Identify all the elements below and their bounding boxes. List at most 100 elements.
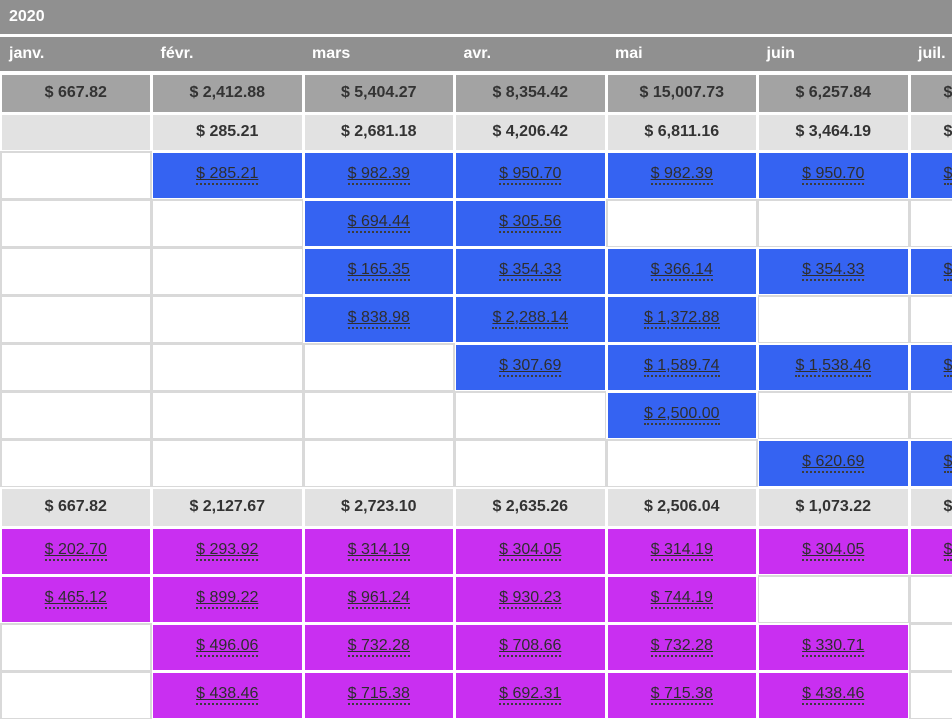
budget-amount-link[interactable]: $ 930.23 [499,589,561,609]
budget-amount-link[interactable]: $ 304.05 [802,541,864,561]
budget-amount-link[interactable]: $ 838.98 [348,309,410,329]
cell-fill [911,625,952,670]
empty-cell [0,343,152,391]
amount-cell: $ 465.12 [0,575,152,623]
budget-amount-link[interactable]: $ 285.21 [196,165,258,185]
cell-fill: $ [911,249,952,294]
budget-amount-link[interactable]: $ [944,453,952,473]
empty-cell [909,623,952,671]
cell-fill: $ 4,206.42 [456,115,605,150]
budget-amount-link[interactable]: $ 165.35 [348,261,410,281]
budget-amount-link[interactable]: $ 330.71 [802,637,864,657]
cell-fill [911,393,952,438]
cell-fill: $ 2,127.67 [153,489,302,526]
budget-amount-link[interactable]: $ 950.70 [499,165,561,185]
magenta-value-row: $ 438.46 $ 715.38 $ 692.31 $ 715.38 $ 438.46 [0,671,952,719]
budget-amount-link[interactable]: $ 1,538.46 [795,357,871,377]
amount-cell: $ 1,372.88 [606,295,758,343]
cell-fill: $ 2,635.26 [456,489,605,526]
amount-cell: $ [909,73,952,113]
amount-cell: $ 438.46 [758,671,910,719]
budget-amount-link[interactable]: $ 982.39 [348,165,410,185]
amount-cell: $ [909,439,952,487]
month-header-juin: juin [758,37,910,71]
budget-amount-link[interactable]: $ 2,288.14 [492,309,568,329]
amount-cell: $ 3,464.19 [758,113,910,151]
amount-cell: $ 15,007.73 [606,73,758,113]
budget-amount-link[interactable]: $ 715.38 [651,685,713,705]
budget-amount-link[interactable]: $ 950.70 [802,165,864,185]
amount-cell: $ 354.33 [758,247,910,295]
budget-amount-link[interactable]: $ 1,589.74 [644,357,720,377]
budget-amount-link[interactable]: $ 732.28 [651,637,713,657]
budget-amount-link[interactable]: $ [944,261,952,281]
budget-amount-link[interactable]: $ [944,541,952,561]
budget-amount-link[interactable]: $ 314.19 [651,541,713,561]
budget-amount-link[interactable]: $ 744.19 [651,589,713,609]
budget-amount-link[interactable]: $ 304.05 [499,541,561,561]
blue-value-row: $ 838.98 $ 2,288.14 $ 1,372.88 [0,295,952,343]
magenta-value-row: $ 465.12 $ 899.22 $ 961.24 $ 930.23 $ 744.19 [0,575,952,623]
cell-fill: $ 8,354.42 [456,75,605,112]
amount-cell: $ 304.05 [758,527,910,575]
budget-amount-link[interactable]: $ 732.28 [348,637,410,657]
amount-cell: $ 293.92 [152,527,304,575]
amount-cell: $ 6,257.84 [758,73,910,113]
budget-amount-link[interactable]: $ 496.06 [196,637,258,657]
month-header-mars: mars [303,37,455,71]
budget-amount-link[interactable]: $ 438.46 [802,685,864,705]
month-header-mai: mai [606,37,758,71]
cell-fill [759,577,908,622]
amount-cell: $ 5,404.27 [303,73,455,113]
cell-fill: $ [911,489,952,526]
budget-amount-link[interactable]: $ 708.66 [499,637,561,657]
summary-row-light: $ 285.21$ 2,681.18$ 4,206.42$ 6,811.16$ … [0,113,952,151]
budget-amount-link[interactable]: $ 961.24 [348,589,410,609]
total-amount: $ 6,257.84 [795,84,871,102]
budget-amount-link[interactable]: $ [944,357,952,377]
budget-amount-link[interactable]: $ 2,500.00 [644,405,720,425]
cell-fill [153,345,302,390]
budget-amount-link[interactable]: $ 620.69 [802,453,864,473]
cell-fill: $ 314.19 [608,529,757,574]
budget-amount-link[interactable]: $ 899.22 [196,589,258,609]
budget-amount-link[interactable]: $ 307.69 [499,357,561,377]
empty-cell [152,295,304,343]
budget-amount-link[interactable]: $ 305.56 [499,213,561,233]
cell-fill: $ 620.69 [759,441,908,486]
cell-fill: $ 354.33 [759,249,908,294]
magenta-value-row: $ 202.70 $ 293.92 $ 314.19 $ 304.05 $ 314.19… [0,527,952,575]
amount-cell: $ 982.39 [606,151,758,199]
budget-amount-link[interactable]: $ 366.14 [651,261,713,281]
cell-fill: $ 899.22 [153,577,302,622]
budget-amount-link[interactable]: $ 314.19 [348,541,410,561]
budget-amount-link[interactable]: $ 354.33 [499,261,561,281]
budget-amount-link[interactable]: $ 465.12 [45,589,107,609]
budget-amount-link[interactable]: $ 715.38 [348,685,410,705]
empty-cell [758,391,910,439]
cell-fill [759,393,908,438]
amount-cell: $ 1,589.74 [606,343,758,391]
amount-cell: $ 2,723.10 [303,487,455,527]
cell-fill [305,393,454,438]
budget-amount-link[interactable]: $ 354.33 [802,261,864,281]
cell-fill: $ 285.21 [153,153,302,198]
cell-fill [608,201,757,246]
cell-fill: $ 165.35 [305,249,454,294]
budget-amount-link[interactable]: $ 293.92 [196,541,258,561]
month-header-juil: juil. [909,37,952,71]
amount-cell: $ 708.66 [455,623,607,671]
budget-amount-link[interactable]: $ 1,372.88 [644,309,720,329]
empty-cell [0,199,152,247]
amount-cell: $ 314.19 [606,527,758,575]
cell-fill: $ 438.46 [759,673,908,718]
amount-cell: $ 744.19 [606,575,758,623]
budget-amount-link[interactable]: $ 692.31 [499,685,561,705]
budget-amount-link[interactable]: $ [944,165,952,185]
budget-amount-link[interactable]: $ 982.39 [651,165,713,185]
budget-amount-link[interactable]: $ 202.70 [45,541,107,561]
budget-amount-link[interactable]: $ 438.46 [196,685,258,705]
budget-amount-link[interactable]: $ 694.44 [348,213,410,233]
cell-fill: $ 304.05 [759,529,908,574]
amount-cell: $ 899.22 [152,575,304,623]
